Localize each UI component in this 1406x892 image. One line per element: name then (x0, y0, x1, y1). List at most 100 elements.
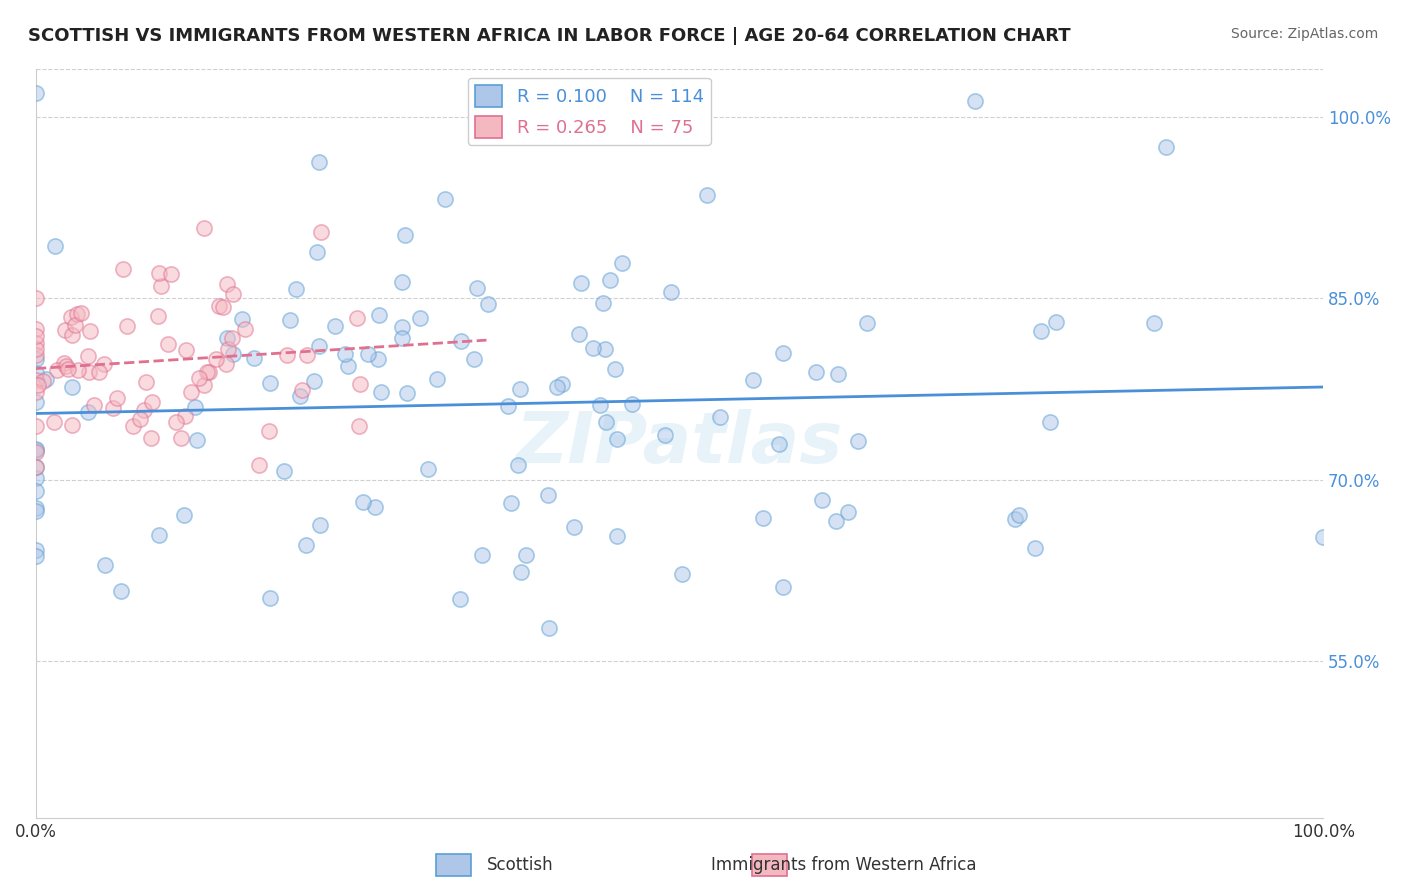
Text: Scottish: Scottish (486, 856, 554, 874)
Point (25, 549, 48, 564)
Point (768, 436, 790, 450)
Point (671, 567, 693, 582)
Point (56, 362, 79, 376)
Point (208, 299, 231, 313)
Point (741, 373, 763, 387)
Text: Immigrants from Western Africa: Immigrants from Western Africa (711, 856, 976, 874)
Point (221, 331, 243, 345)
Point (391, 319, 413, 334)
Point (846, 434, 869, 449)
Point (141, 395, 163, 409)
Point (370, 384, 392, 399)
Point (25, 373, 48, 387)
Point (592, 295, 614, 310)
FancyBboxPatch shape (436, 854, 471, 876)
Point (222, 286, 245, 301)
Point (477, 296, 499, 310)
Point (25, 86, 48, 100)
Point (25, 442, 48, 457)
Point (276, 349, 298, 363)
Point (391, 331, 413, 345)
Point (309, 225, 332, 239)
Point (568, 327, 591, 342)
Point (247, 458, 270, 472)
Point (169, 431, 191, 445)
Point (856, 316, 879, 330)
Point (79, 324, 101, 338)
Point (25, 460, 48, 475)
Point (217, 343, 239, 357)
Point (546, 379, 568, 393)
Point (509, 382, 531, 396)
Point (107, 391, 129, 405)
Point (25, 460, 48, 475)
Point (589, 398, 612, 412)
Point (184, 400, 207, 414)
Point (349, 377, 371, 392)
Point (25, 503, 48, 517)
Point (827, 367, 849, 381)
Point (465, 281, 488, 295)
Point (101, 401, 124, 416)
Point (165, 415, 187, 429)
Point (83, 398, 105, 412)
Point (44, 239, 66, 253)
Point (538, 621, 561, 635)
Point (89, 365, 111, 379)
Point (752, 510, 775, 524)
Point (188, 371, 211, 385)
Point (233, 322, 256, 336)
Point (426, 371, 449, 385)
Point (259, 591, 281, 605)
Point (336, 359, 359, 373)
Point (1154, 140, 1177, 154)
Point (1312, 530, 1334, 544)
Point (66, 307, 89, 321)
Point (63, 318, 86, 332)
Point (198, 365, 221, 379)
Point (696, 188, 718, 202)
Point (593, 342, 616, 356)
Point (93, 358, 115, 372)
Point (55, 359, 77, 373)
Point (150, 279, 173, 293)
Point (1024, 541, 1046, 555)
Point (391, 275, 413, 289)
Point (186, 434, 208, 448)
Point (582, 341, 605, 355)
Point (173, 409, 195, 423)
Point (139, 431, 162, 445)
Point (811, 492, 834, 507)
Point (129, 411, 152, 425)
Point (159, 268, 181, 282)
Point (215, 331, 238, 345)
Point (606, 432, 628, 446)
Point (1045, 315, 1067, 329)
Point (53, 323, 76, 337)
Point (25, 329, 48, 343)
Point (1008, 508, 1031, 522)
Point (772, 346, 794, 360)
Point (309, 518, 332, 533)
Point (367, 351, 389, 366)
Point (294, 538, 316, 552)
Point (176, 343, 198, 358)
Point (42, 415, 65, 429)
Point (606, 529, 628, 543)
Point (195, 365, 218, 379)
Point (25, 367, 48, 381)
Point (60, 327, 83, 342)
Point (824, 514, 846, 528)
Point (25, 418, 48, 433)
Point (135, 375, 157, 389)
Point (291, 383, 314, 397)
Point (35, 372, 58, 386)
Point (222, 347, 245, 361)
Point (499, 496, 522, 510)
Point (27, 378, 49, 392)
Point (621, 397, 644, 411)
Point (357, 347, 380, 361)
Point (205, 351, 228, 366)
Point (180, 384, 202, 399)
Point (67, 363, 90, 377)
